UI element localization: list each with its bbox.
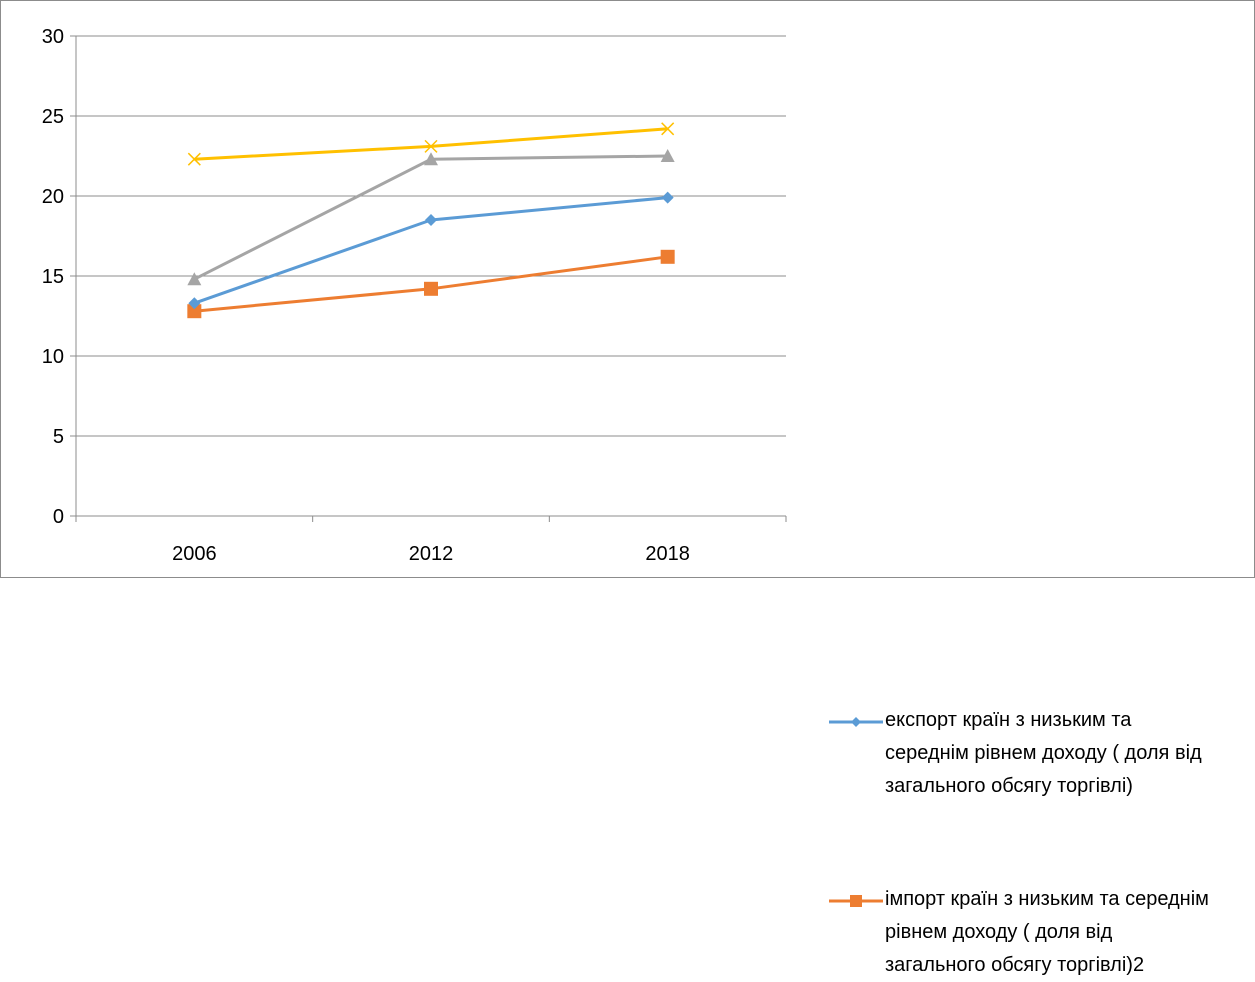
- data-point-square: [660, 249, 675, 264]
- data-point-triangle: [660, 149, 675, 162]
- series-2: [187, 149, 675, 286]
- data-point-triangle: [424, 152, 438, 166]
- line-chart: 0 5 10 15 20 25 30 2006 2012 2018: [42, 26, 787, 565]
- x-tick-label: 2018: [645, 543, 690, 565]
- legend-swatch-import: [829, 895, 883, 907]
- y-tick-label: 0: [53, 506, 64, 528]
- y-tick-label: 5: [53, 426, 64, 448]
- data-point-diamond: [188, 297, 201, 310]
- data-point-square: [187, 304, 202, 319]
- x-tick-label: 2006: [172, 543, 217, 565]
- data-point-diamond: [661, 191, 674, 204]
- y-tick-label: 25: [42, 106, 64, 128]
- series-3: [187, 122, 675, 166]
- y-tick-label: 15: [42, 266, 64, 288]
- y-tick-label: 30: [42, 26, 64, 48]
- legend-swatch-export: [829, 717, 883, 727]
- data-point-x: [661, 122, 675, 136]
- y-tick-label: 20: [42, 186, 64, 208]
- y-tick-label: 10: [42, 346, 64, 368]
- data-point-diamond: [425, 214, 437, 226]
- legend-label-import: імпорт країн з низьким та середнім рівне…: [885, 888, 1209, 976]
- data-point-x: [187, 152, 201, 166]
- data-point-triangle: [187, 272, 202, 286]
- series-1: [187, 249, 675, 319]
- data-point-square: [424, 281, 438, 296]
- data-point-x: [424, 139, 438, 153]
- x-tick-label: 2012: [409, 543, 454, 565]
- series-0: [188, 191, 674, 310]
- legend-label-export: експорт країн з низьким та середнім рівн…: [885, 709, 1202, 797]
